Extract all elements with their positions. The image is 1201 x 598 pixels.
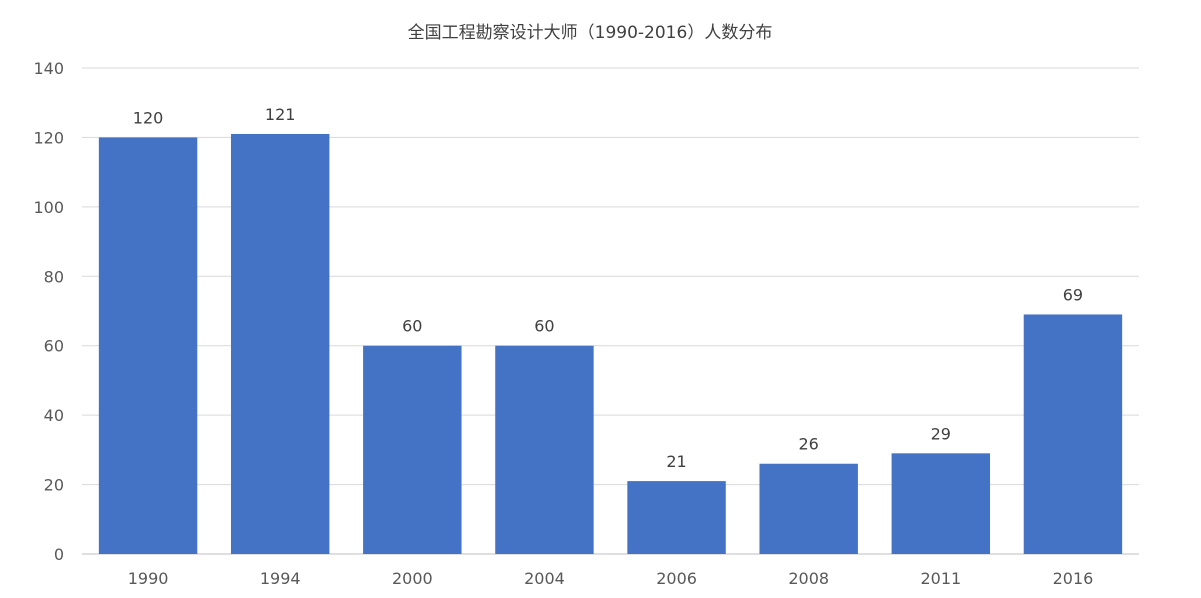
bar-1990 bbox=[98, 137, 198, 554]
y-tick-label-120: 120 bbox=[33, 128, 64, 147]
y-tick-label-80: 80 bbox=[44, 267, 64, 286]
x-tick-label-2006: 2006 bbox=[656, 569, 697, 588]
chart-title: 全国工程勘察设计大师（1990-2016）人数分布 bbox=[408, 23, 773, 43]
y-tick-label-60: 60 bbox=[44, 337, 64, 356]
bar-1994 bbox=[230, 133, 330, 554]
data-label-2011: 29 bbox=[931, 424, 951, 443]
data-label-2004: 60 bbox=[534, 317, 554, 336]
data-label-1990: 120 bbox=[133, 108, 164, 127]
bar-2004 bbox=[495, 345, 594, 554]
data-label-2008: 26 bbox=[799, 435, 819, 454]
y-tick-label-0: 0 bbox=[54, 545, 64, 564]
data-label-2016: 69 bbox=[1063, 285, 1083, 304]
y-tick-label-40: 40 bbox=[44, 406, 64, 425]
data-label-2000: 60 bbox=[402, 317, 422, 336]
y-tick-label-100: 100 bbox=[33, 198, 64, 217]
x-tick-label-1994: 1994 bbox=[260, 569, 301, 588]
y-tick-label-20: 20 bbox=[44, 476, 64, 495]
bar-2006 bbox=[627, 481, 726, 554]
x-tick-label-2000: 2000 bbox=[392, 569, 433, 588]
data-label-1994: 121 bbox=[265, 105, 296, 124]
x-tick-label-2004: 2004 bbox=[524, 569, 565, 588]
data-labels: 120 121 60 60 21 26 29 69 bbox=[133, 105, 1083, 471]
bar-2016 bbox=[1023, 314, 1123, 554]
y-axis-tick-labels: 0 20 40 60 80 100 120 140 bbox=[33, 59, 64, 564]
x-tick-label-1990: 1990 bbox=[128, 569, 169, 588]
bar-2000 bbox=[363, 345, 462, 554]
x-axis-tick-labels: 1990 1994 2000 2004 2006 2008 2011 2016 bbox=[128, 569, 1094, 588]
x-tick-label-2011: 2011 bbox=[920, 569, 961, 588]
bar-2011 bbox=[891, 453, 991, 554]
y-tick-label-140: 140 bbox=[33, 59, 64, 78]
bars bbox=[98, 133, 1123, 554]
x-tick-label-2016: 2016 bbox=[1053, 569, 1094, 588]
bar-2008 bbox=[759, 463, 858, 554]
x-tick-label-2008: 2008 bbox=[788, 569, 829, 588]
data-label-2006: 21 bbox=[666, 452, 686, 471]
